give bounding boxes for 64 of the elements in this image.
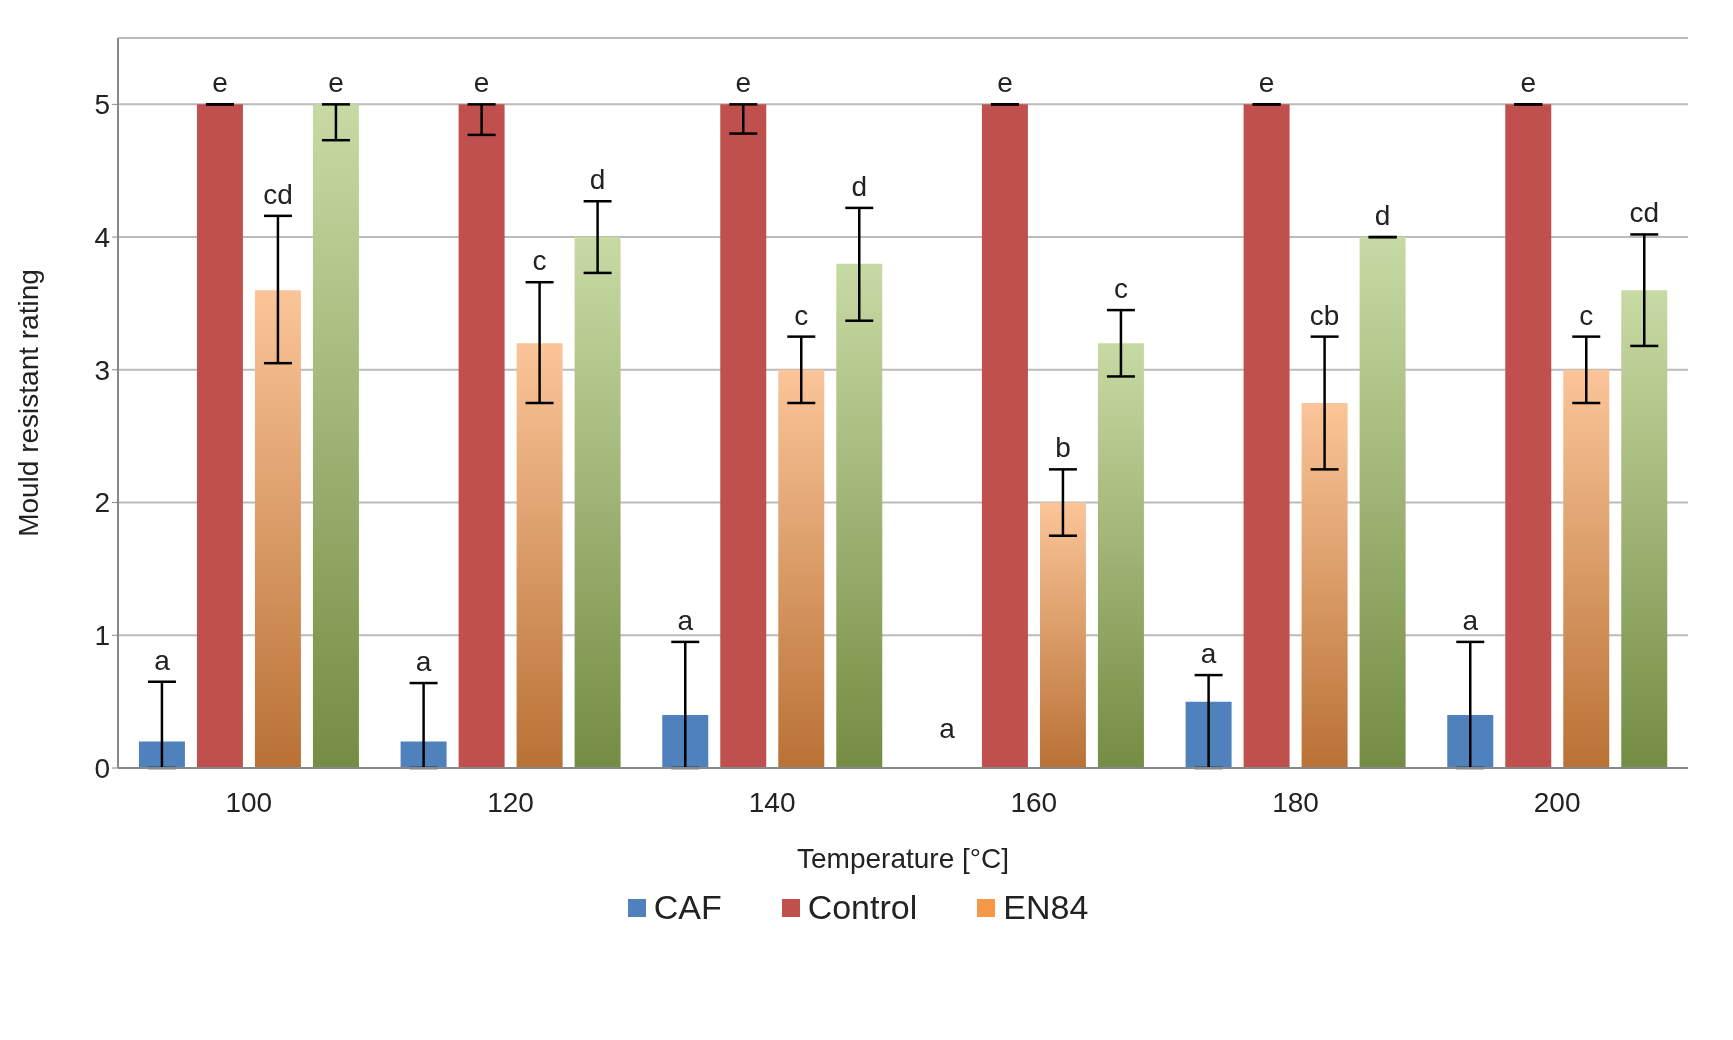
y-tick-label: 4: [94, 222, 110, 254]
annotation: d: [589, 164, 606, 196]
y-tick-label: 0: [94, 752, 110, 784]
y-tick-label: 5: [94, 89, 110, 121]
annotation: c: [794, 299, 809, 331]
bar: [1097, 343, 1144, 768]
x-tick-label: 200: [1533, 786, 1581, 818]
bar: [981, 104, 1028, 768]
legend-label: CAF: [653, 888, 722, 927]
y-tick-label: 1: [94, 620, 110, 652]
y-tick-label: 3: [94, 354, 110, 386]
bar: [312, 104, 359, 768]
annotation: cb: [1309, 299, 1340, 331]
bar: [1505, 104, 1552, 768]
bar: [1301, 403, 1348, 768]
bar: [1243, 104, 1290, 768]
annotation: e: [1520, 67, 1537, 99]
annotation: e: [473, 67, 490, 99]
annotation: cd: [1629, 197, 1660, 229]
annotation: a: [677, 604, 694, 636]
annotation: e: [735, 67, 752, 99]
bar: [1039, 502, 1086, 768]
bar: [1359, 237, 1406, 768]
x-tick-label: 120: [487, 786, 534, 818]
bar: [254, 290, 301, 768]
bar: [778, 369, 825, 768]
annotation: e: [1258, 67, 1275, 99]
bar: [138, 741, 185, 768]
bar: [400, 741, 447, 768]
bar: [196, 104, 243, 768]
legend-label: Control: [807, 888, 918, 927]
annotation: a: [1200, 638, 1217, 670]
annotation: e: [212, 67, 228, 99]
x-tick-label: 140: [748, 786, 796, 818]
bar: [1621, 290, 1668, 768]
annotation: a: [415, 646, 432, 678]
annotation: a: [154, 644, 171, 676]
bar: [458, 104, 505, 768]
x-axis-title: Temperature [°C]: [797, 843, 1009, 874]
annotation: a: [939, 713, 956, 744]
y-tick-label: 2: [94, 487, 110, 519]
legend-label: EN84: [1003, 888, 1089, 927]
x-tick-label: 180: [1272, 786, 1319, 818]
annotation: d: [851, 170, 868, 202]
annotation: d: [1374, 200, 1391, 232]
annotation: a: [1462, 604, 1479, 636]
bar: [1563, 369, 1610, 768]
annotation: c: [1579, 299, 1594, 331]
bar: [836, 263, 883, 768]
bar: [516, 343, 563, 768]
bar: [1185, 701, 1232, 768]
annotation: c: [532, 245, 547, 277]
y-axis-title: Mould resistant rating: [12, 269, 44, 537]
bar: [662, 714, 709, 768]
annotation: e: [997, 67, 1013, 99]
x-tick-label: 100: [225, 786, 273, 818]
bar: [574, 237, 621, 768]
bar: [720, 104, 767, 768]
annotation: cd: [263, 178, 293, 210]
x-tick-label: 160: [1010, 786, 1058, 818]
bar: [1447, 714, 1494, 768]
annotation: b: [1055, 432, 1071, 464]
annotation: e: [328, 67, 344, 99]
annotation: c: [1113, 273, 1128, 305]
